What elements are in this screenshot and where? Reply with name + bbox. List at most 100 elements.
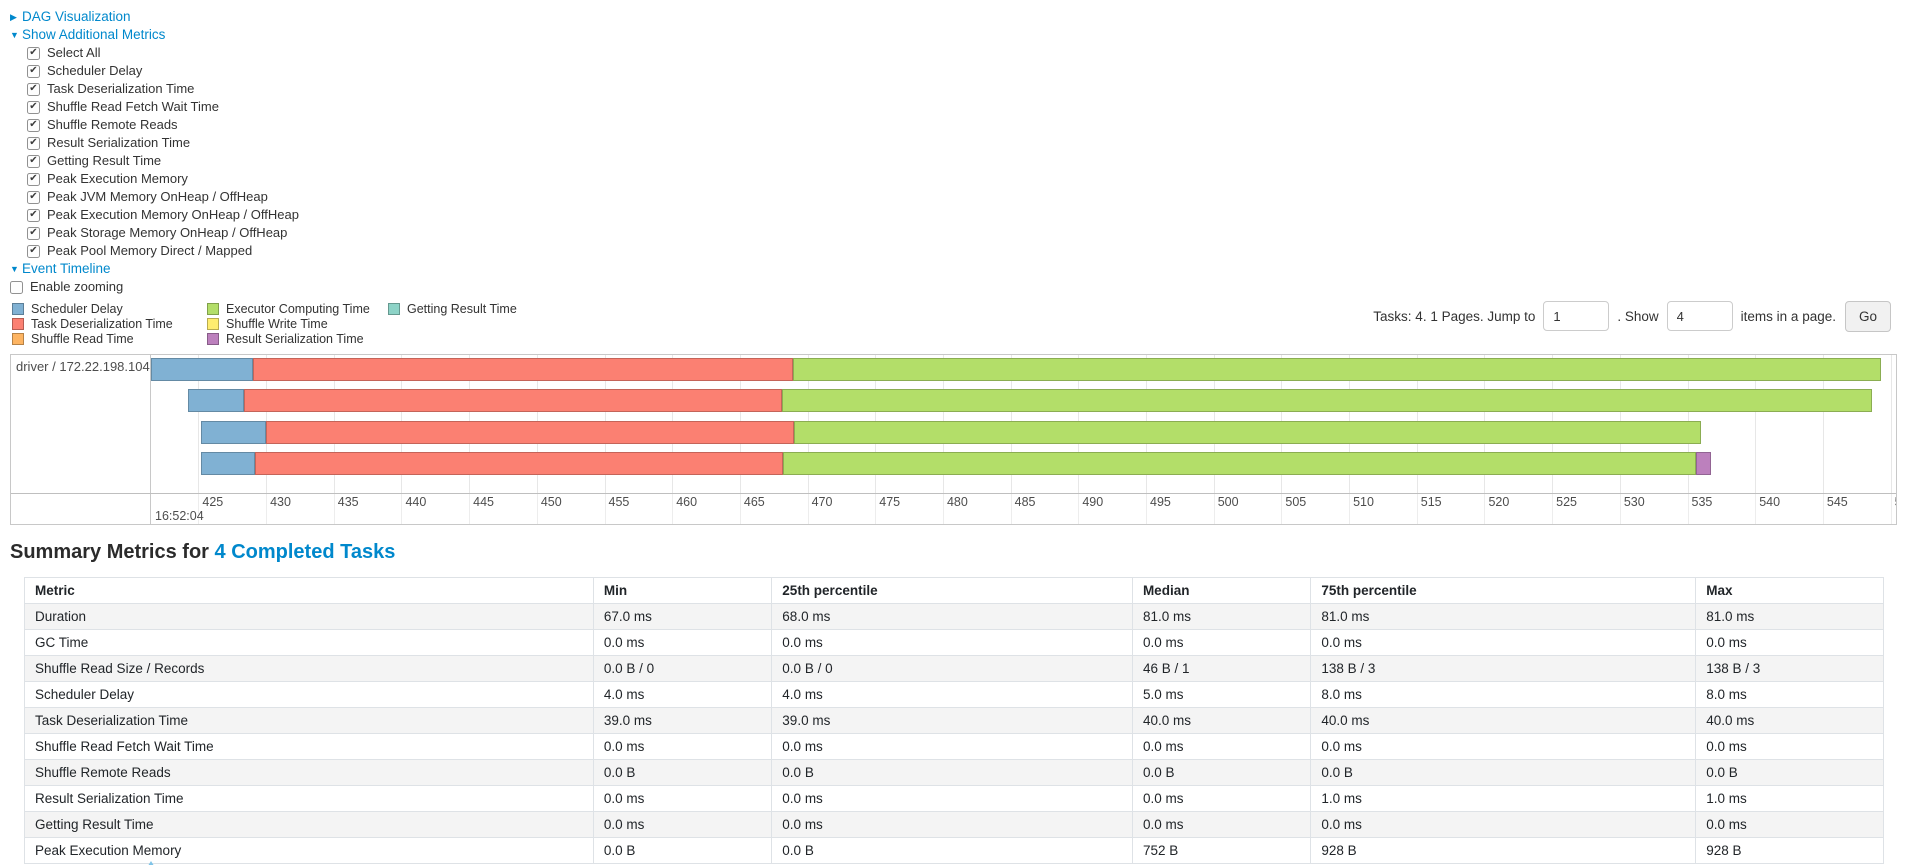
legend-label: Result Serialization Time — [226, 331, 364, 346]
tick-label: 505 — [1285, 495, 1307, 510]
jump-to-page-input[interactable] — [1543, 301, 1610, 331]
metric-checkbox[interactable] — [27, 118, 40, 132]
axis-tick — [266, 494, 268, 525]
task-bar-executor-computing-time[interactable] — [783, 452, 1696, 476]
metric-value-cell: 0.0 B — [592, 759, 773, 787]
metric-checkbox[interactable] — [27, 226, 40, 240]
task-bar-scheduler-delay[interactable] — [201, 452, 256, 476]
column-header: 25th percentile — [771, 577, 1133, 605]
timeline-plot-area — [151, 355, 1896, 494]
tick-label: 540 — [1759, 495, 1781, 510]
tick-label: 470 — [811, 495, 833, 510]
metric-value-cell: 40.0 ms — [1131, 707, 1312, 735]
section-event-timeline[interactable]: ▼ Event Timeline — [10, 260, 1897, 278]
task-bar-scheduler-delay[interactable] — [187, 389, 245, 413]
enable-zooming-label: Enable zooming — [30, 279, 124, 294]
legend-label: Shuffle Read Time — [31, 331, 134, 346]
metric-checkbox[interactable] — [27, 154, 40, 168]
completed-tasks-link[interactable]: 4 Completed Tasks — [214, 541, 396, 564]
metric-checkbox[interactable] — [27, 100, 40, 114]
metric-checkbox[interactable] — [27, 136, 40, 150]
chevron-down-icon: ▼ — [10, 30, 19, 40]
metric-checkbox-label: Getting Result Time — [47, 153, 162, 168]
task-bar-task-deserialization-time[interactable] — [244, 389, 782, 413]
metric-value-cell: 752 B — [1131, 837, 1312, 865]
metric-value-cell: 0.0 ms — [1310, 811, 1697, 839]
legend-item: Shuffle Read Time — [12, 331, 207, 346]
metric-value-cell: 0.0 ms — [1310, 629, 1697, 657]
pagination-summary: Tasks: 4. 1 Pages. Jump to — [1373, 308, 1536, 324]
metric-name-cell: Getting Result Time — [24, 811, 594, 839]
tick-label: 515 — [1420, 495, 1442, 510]
metric-name-cell: Task Deserialization Time — [24, 707, 594, 735]
task-bar-executor-computing-time[interactable] — [794, 421, 1702, 445]
metric-checkbox[interactable] — [27, 46, 40, 60]
task-bar-task-deserialization-time[interactable] — [266, 421, 795, 445]
metric-name-cell: Shuffle Remote Reads — [24, 759, 594, 787]
tick-label: 430 — [270, 495, 291, 510]
metric-value-cell: 40.0 ms — [1310, 707, 1697, 735]
table-header-row: Metric Min 25th percentile Median 75th perce… — [24, 577, 1884, 605]
table-row: Shuffle Remote Reads 0.0 B 0.0 B 0.0 B 0.0 B… — [24, 759, 1884, 787]
metric-checkbox-label: Peak Storage Memory OnHeap / OffHeap — [47, 225, 288, 240]
metric-value-cell: 4.0 ms — [771, 681, 1133, 709]
table-row: Scheduler Delay 4.0 ms 4.0 ms 5.0 ms 8.0 ms 8… — [24, 681, 1884, 709]
metric-value-cell: 0.0 B / 0 — [771, 655, 1133, 683]
axis-tick — [942, 494, 944, 525]
summary-metrics-title: Summary Metrics for 4 Completed Tasks — [10, 540, 1897, 564]
metric-checkbox[interactable] — [27, 64, 40, 78]
metric-value-cell: 138 B / 3 — [1310, 655, 1697, 683]
tick-label: 550 — [1891, 495, 1896, 509]
section-label: DAG Visualization — [22, 9, 131, 24]
metric-name-cell: Result Serialization Time — [24, 785, 594, 813]
metric-value-cell: 928 B — [1695, 837, 1884, 865]
metric-checkbox[interactable] — [27, 82, 40, 96]
go-button[interactable]: Go — [1844, 300, 1891, 332]
column-header: Min — [592, 577, 773, 605]
metric-checkbox[interactable] — [27, 190, 40, 204]
legend-item: Shuffle Write Time — [207, 317, 388, 332]
metric-value-cell: 0.0 ms — [1131, 733, 1312, 761]
metric-value-cell: 8.0 ms — [1695, 681, 1884, 709]
metric-checkbox[interactable] — [27, 208, 40, 222]
metric-name-cell: Peak Execution Memory — [24, 837, 594, 865]
items-per-page-input[interactable] — [1666, 301, 1733, 331]
axis-tick — [807, 494, 809, 525]
metric-checkbox-label: Shuffle Read Fetch Wait Time — [47, 99, 219, 114]
task-bar-executor-computing-time[interactable] — [781, 389, 1872, 413]
metric-checkbox[interactable] — [27, 244, 40, 258]
axis-tick — [1484, 494, 1486, 525]
axis-major-label: 16:52:04 — [155, 509, 204, 524]
task-bar-scheduler-delay[interactable] — [201, 421, 267, 445]
table-row: Task Deserialization Time 39.0 ms 39.0 ms 4… — [24, 707, 1884, 735]
column-header: Median — [1131, 577, 1312, 605]
metric-checkbox-row: Getting Result Time — [10, 152, 1897, 170]
metric-checkbox[interactable] — [27, 172, 40, 186]
task-bar-executor-computing-time[interactable] — [792, 358, 1882, 382]
section-dag-visualization[interactable]: ▶ DAG Visualization — [10, 8, 1897, 26]
metric-checkbox-row: Scheduler Delay — [10, 62, 1897, 80]
tick-label: 435 — [337, 495, 359, 510]
metric-name-cell: GC Time — [24, 629, 594, 657]
enable-zooming-checkbox[interactable] — [10, 280, 23, 294]
tick-label: 500 — [1217, 495, 1239, 510]
task-bar-scheduler-delay[interactable] — [151, 358, 253, 382]
metric-value-cell: 0.0 ms — [1131, 629, 1312, 657]
metric-checkbox-label: Peak Execution Memory OnHeap / OffHeap — [47, 207, 299, 222]
task-bar-task-deserialization-time[interactable] — [252, 358, 793, 382]
task-bar-result-serialization-time[interactable] — [1695, 452, 1711, 476]
tick-label: 445 — [473, 495, 494, 510]
axis-tick — [198, 494, 200, 525]
metric-checkbox-row: Peak Execution Memory — [10, 170, 1897, 188]
task-bar-task-deserialization-time[interactable] — [255, 452, 784, 476]
next-section-partial-icon[interactable] — [146, 861, 156, 865]
metric-name-cell: Duration — [24, 603, 594, 631]
metric-value-cell: 0.0 ms — [592, 733, 773, 761]
chevron-down-icon: ▼ — [10, 264, 19, 274]
metric-checkbox-label: Select All — [47, 45, 101, 60]
metric-value-cell: 39.0 ms — [592, 707, 773, 735]
metric-value-cell: 0.0 ms — [771, 733, 1133, 761]
metric-checkbox-row: Peak Pool Memory Direct / Mapped — [10, 242, 1897, 260]
section-show-additional-metrics[interactable]: ▼ Show Additional Metrics — [10, 26, 1897, 44]
metric-checkbox-row: Result Serialization Time — [10, 134, 1897, 152]
